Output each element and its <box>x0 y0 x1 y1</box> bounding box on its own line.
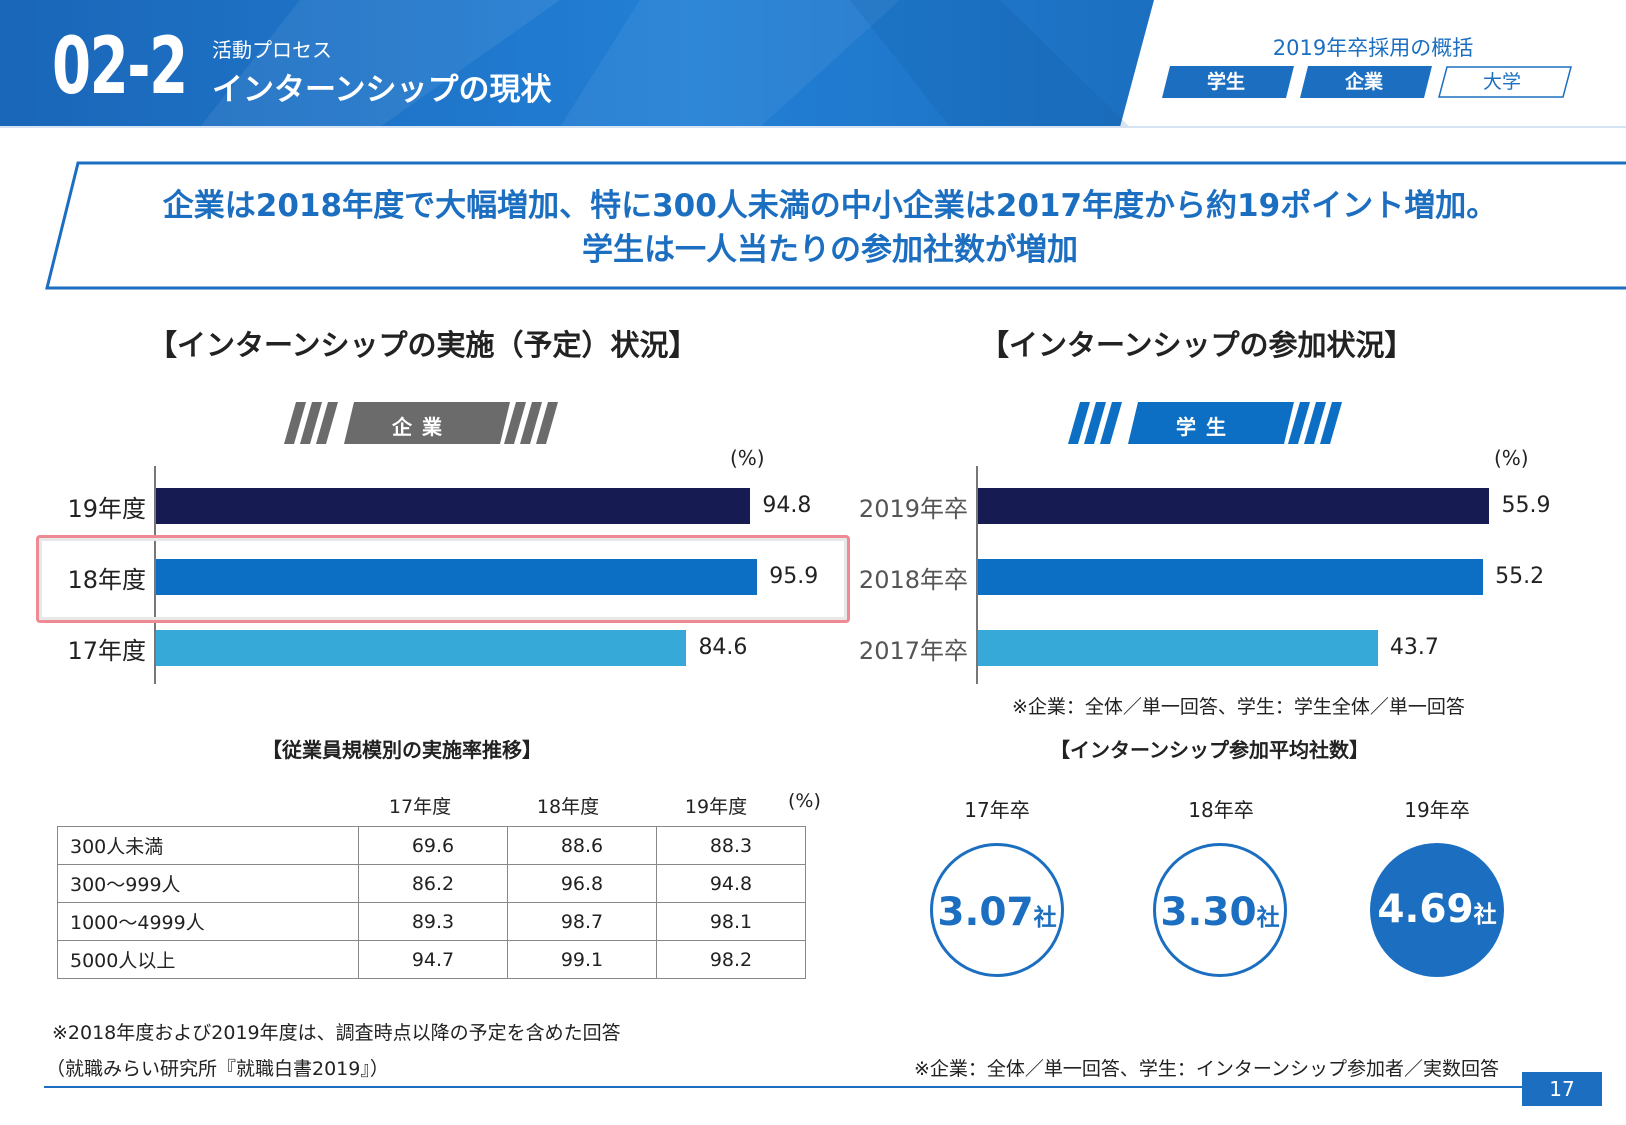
cell-value: 89.3 <box>358 902 508 941</box>
row-label: 1000～4999人 <box>57 902 359 941</box>
table-row: 5000人以上 94.7 99.1 98.2 <box>57 940 806 979</box>
headline-frame <box>45 161 1626 290</box>
bar <box>978 488 1490 524</box>
table-col-17: 17年度 <box>388 796 452 818</box>
avg-suffix-19: 社 <box>1473 902 1497 928</box>
row-label: 300～999人 <box>57 864 359 903</box>
section-number: 02-2 <box>52 22 188 112</box>
table-row: 300～999人 86.2 96.8 94.8 <box>57 864 806 903</box>
avg-title: 【インターンシップ参加平均社数】 <box>1050 738 1369 762</box>
student-chart-title: 【インターンシップの参加状況】 <box>980 328 1414 362</box>
bar <box>156 559 758 595</box>
cell-value: 99.1 <box>507 940 657 979</box>
section-category: 活動プロセス <box>212 38 332 62</box>
header-banner <box>0 0 1626 128</box>
cell-value: 96.8 <box>507 864 657 903</box>
table-row: 1000～4999人 89.3 98.7 98.1 <box>57 902 806 941</box>
bar-value-label: 94.8 <box>762 493 812 518</box>
bar-value-label: 95.9 <box>769 564 819 589</box>
bar <box>978 630 1378 666</box>
row-label: 5000人以上 <box>57 940 359 979</box>
cell-value: 98.1 <box>656 902 806 941</box>
cell-value: 88.6 <box>507 826 657 865</box>
bar-category-label: 19年度 <box>67 495 146 523</box>
student-unit: (%) <box>1494 446 1529 470</box>
avg-value-19: 4.69 <box>1377 887 1474 932</box>
employee-size-table: 300人未満 69.6 88.6 88.3 300～999人 86.2 96.8… <box>57 826 806 979</box>
bar-category-label: 17年度 <box>67 637 146 665</box>
footer-line <box>44 1086 1584 1088</box>
avg-circle-17: 3.07社 <box>930 843 1064 977</box>
avg-suffix-18: 社 <box>1256 905 1280 931</box>
company-badge-label: 企業 <box>392 415 452 439</box>
student-axis <box>976 466 978 684</box>
footnote: ※2018年度および2019年度は、調査時点以降の予定を含めた回答 <box>52 1022 621 1044</box>
bar-category-label: 2019年卒 <box>858 495 968 523</box>
row-label: 300人未満 <box>57 826 359 865</box>
avg-value-17: 3.07 <box>937 890 1034 935</box>
company-axis <box>154 466 156 684</box>
cell-value: 98.7 <box>507 902 657 941</box>
source-note: （就職みらい研究所『就職白書2019』） <box>46 1058 389 1080</box>
bar <box>978 559 1484 595</box>
bar-value-label: 55.2 <box>1495 564 1545 589</box>
tab-student-label: 学生 <box>1206 71 1245 93</box>
company-chart-title: 【インターンシップの実施（予定）状況】 <box>148 328 698 362</box>
avg-circle-19: 4.69社 <box>1370 843 1504 977</box>
student-badge-label: 学生 <box>1176 415 1236 439</box>
cell-value: 86.2 <box>358 864 508 903</box>
bar-category-label: 2017年卒 <box>858 637 968 665</box>
avg-label-18: 18年卒 <box>1188 798 1254 822</box>
table-unit: (%) <box>788 790 821 812</box>
chart-note: ※企業：全体／単一回答、学生：学生全体／単一回答 <box>1012 696 1465 718</box>
tab-university-label: 大学 <box>1482 71 1521 93</box>
bar-value-label: 43.7 <box>1389 635 1439 660</box>
headline-line2: 学生は一人当たりの参加社数が増加 <box>582 232 1078 268</box>
bar-category-label: 18年度 <box>67 566 146 594</box>
overview-title: 2019年卒採用の概括 <box>1272 36 1474 60</box>
bar-value-label: 84.6 <box>698 635 748 660</box>
avg-label-19: 19年卒 <box>1404 798 1470 822</box>
table-title: 【従業員規模別の実施率推移】 <box>262 738 542 762</box>
tab-student[interactable]: 学生 <box>1162 66 1294 98</box>
student-badge <box>1068 402 1342 444</box>
bar <box>156 630 687 666</box>
avg-label-17: 17年卒 <box>964 798 1030 822</box>
cell-value: 94.7 <box>358 940 508 979</box>
avg-suffix-17: 社 <box>1033 905 1057 931</box>
tab-company-label: 企業 <box>1344 71 1383 93</box>
tab-university[interactable]: 大学 <box>1438 66 1572 98</box>
bar-category-label: 2018年卒 <box>858 566 968 594</box>
cell-value: 69.6 <box>358 826 508 865</box>
avg-circle-18: 3.30社 <box>1153 843 1287 977</box>
avg-note: ※企業：全体／単一回答、学生：インターンシップ参加者／実数回答 <box>914 1058 1499 1080</box>
headline: 企業は2018年度で大幅増加、特に300人未満の中小企業は2017年度から約19… <box>60 184 1600 272</box>
bar <box>156 488 751 524</box>
avg-value-18: 3.30 <box>1160 890 1257 935</box>
table-col-18: 18年度 <box>536 796 600 818</box>
company-badge <box>284 402 558 444</box>
cell-value: 98.2 <box>656 940 806 979</box>
headline-line1: 企業は2018年度で大幅増加、特に300人未満の中小企業は2017年度から約19… <box>162 188 1498 224</box>
table-row: 300人未満 69.6 88.6 88.3 <box>57 826 806 865</box>
table-col-19: 19年度 <box>684 796 748 818</box>
highlight-box <box>36 535 850 623</box>
cell-value: 94.8 <box>656 864 806 903</box>
company-unit: (%) <box>730 446 765 470</box>
page-number: 17 <box>1522 1072 1602 1106</box>
bar-value-label: 55.9 <box>1501 493 1551 518</box>
cell-value: 88.3 <box>656 826 806 865</box>
section-title: インターンシップの現状 <box>212 72 552 108</box>
tab-company[interactable]: 企業 <box>1300 66 1432 98</box>
